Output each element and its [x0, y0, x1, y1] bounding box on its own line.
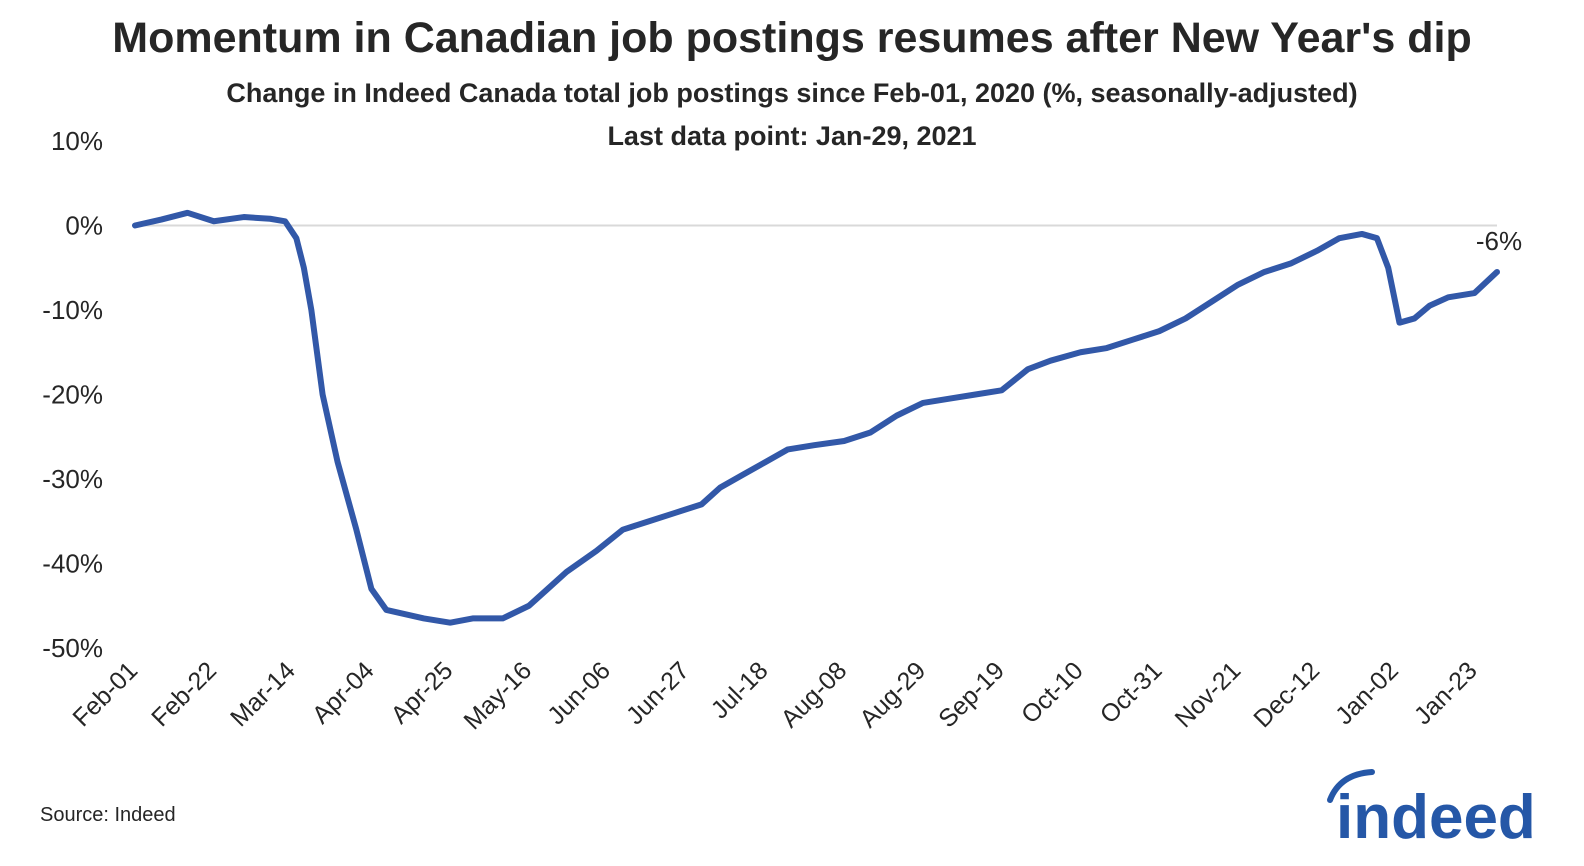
x-tick-label: Jun-06: [542, 656, 616, 730]
y-tick-label: -10%: [42, 295, 103, 325]
y-tick-label: -20%: [42, 380, 103, 410]
x-tick-label: Nov-21: [1170, 656, 1247, 733]
x-tick-text: Jun-27: [621, 656, 695, 730]
y-tick-label: 10%: [51, 126, 103, 156]
last-data-point-note: Last data point: Jan-29, 2021: [607, 121, 977, 151]
x-tick-text: Jun-06: [542, 656, 616, 730]
x-tick-text: Oct-31: [1095, 656, 1168, 729]
x-tick-label: Oct-10: [1016, 656, 1089, 729]
y-tick-label: -30%: [42, 464, 103, 494]
x-tick-text: Jan-02: [1330, 656, 1404, 730]
x-tick-text: Jul-18: [706, 656, 774, 724]
end-data-label: -6%: [1476, 226, 1522, 256]
x-tick-text: Apr-25: [386, 656, 459, 729]
y-tick-label: -50%: [42, 633, 103, 663]
x-tick-label: Jan-02: [1330, 656, 1404, 730]
x-tick-label: Aug-08: [776, 656, 853, 733]
x-tick-text: Jan-23: [1409, 656, 1483, 730]
x-tick-label: May-16: [458, 656, 537, 735]
x-tick-label: Feb-01: [67, 656, 143, 732]
x-tick-text: Feb-01: [67, 656, 143, 732]
source-note: Source: Indeed: [40, 804, 176, 826]
x-tick-label: Jun-27: [621, 656, 695, 730]
postings-series-line: [132, 209, 1500, 626]
plot-area: -6%: [132, 209, 1522, 626]
x-tick-text: Nov-21: [1170, 656, 1247, 733]
y-axis: 10% 0% -10% -20% -30% -40% -50%: [42, 126, 103, 663]
x-tick-label: Oct-31: [1095, 656, 1168, 729]
y-tick-label: 0%: [65, 211, 103, 241]
x-tick-text: May-16: [458, 656, 537, 735]
y-tick-label: -40%: [42, 549, 103, 579]
x-tick-text: Feb-22: [146, 656, 222, 732]
x-tick-text: Oct-10: [1016, 656, 1089, 729]
x-tick-label: Apr-04: [307, 656, 380, 729]
chart-subtitle: Change in Indeed Canada total job postin…: [226, 78, 1358, 108]
x-tick-label: Apr-25: [386, 656, 459, 729]
x-tick-text: Apr-04: [307, 656, 380, 729]
x-tick-label: Jul-18: [706, 656, 774, 724]
x-tick-text: Aug-08: [776, 656, 853, 733]
x-tick-label: Jan-23: [1409, 656, 1483, 730]
x-tick-label: Aug-29: [854, 656, 931, 733]
chart-title: Momentum in Canadian job postings resume…: [112, 14, 1472, 62]
x-tick-label: Sep-19: [933, 656, 1010, 733]
x-axis: Feb-01 Feb-22 Mar-14 Apr-04 Apr-25 May-16 Jun-…: [67, 656, 1482, 735]
x-tick-label: Dec-12: [1248, 656, 1325, 733]
x-tick-label: Feb-22: [146, 656, 222, 732]
indeed-logo: indeed: [1327, 769, 1536, 846]
x-tick-label: Mar-14: [225, 656, 301, 732]
x-tick-text: Mar-14: [225, 656, 301, 732]
x-tick-text: Aug-29: [854, 656, 931, 733]
x-tick-text: Dec-12: [1248, 656, 1325, 733]
logo-swoosh: [1327, 769, 1375, 803]
logo-wordmark: indeed: [1336, 783, 1536, 846]
x-tick-text: Sep-19: [933, 656, 1010, 733]
